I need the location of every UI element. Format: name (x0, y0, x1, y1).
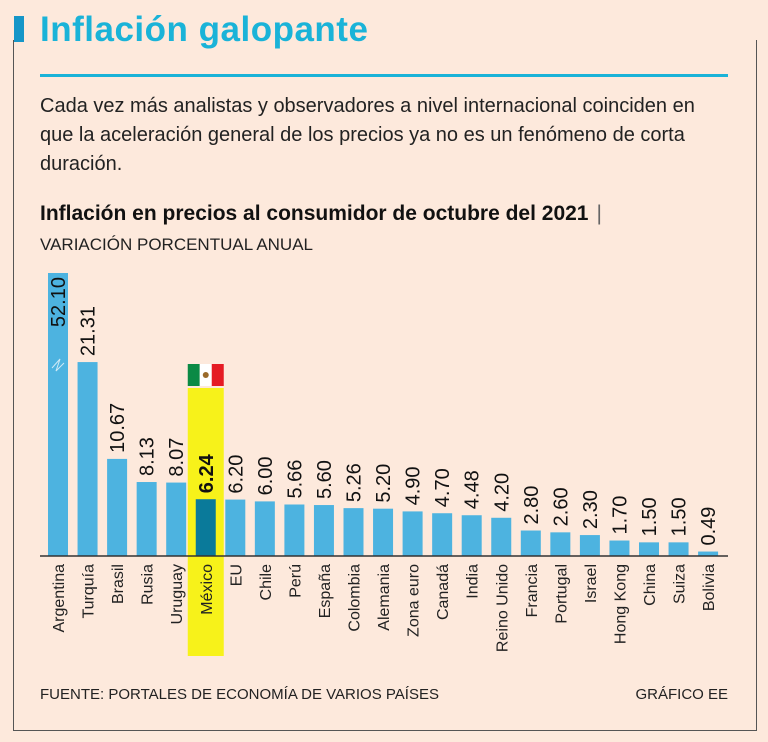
bar-Chile (254, 501, 275, 556)
value-label: 0.49 (698, 507, 720, 546)
category-label: Colombia (347, 564, 364, 632)
bar-Francia (520, 530, 541, 556)
category-label: Francia (524, 564, 541, 617)
bar-Suiza (668, 542, 689, 556)
bar-Colombia (343, 508, 364, 556)
category-label: México (199, 564, 216, 615)
category-label: Rusia (140, 564, 157, 605)
category-label: China (642, 564, 659, 606)
category-label: Chile (258, 564, 275, 601)
category-label: Alemania (376, 564, 393, 631)
category-label: Reino Unido (494, 564, 511, 652)
value-label: 2.80 (521, 486, 543, 525)
bar-Alemania (373, 508, 394, 556)
category-label: Canadá (435, 564, 452, 620)
category-label: España (317, 564, 334, 618)
chart-title: Inflación en precios al consumidor de oc… (40, 202, 602, 225)
bar-España (313, 505, 334, 556)
category-label: Israel (583, 564, 600, 603)
source-note: FUENTE: PORTALES DE ECONOMÍA DE VARIOS P… (40, 686, 439, 703)
bar-Argentina (48, 273, 68, 556)
bar-México (195, 499, 216, 556)
value-label: 6.24 (196, 453, 218, 493)
flag-red (211, 364, 224, 386)
credit-note: GRÁFICO EE (635, 686, 728, 703)
chart-title-text: Inflación en precios al consumidor de oc… (40, 202, 589, 225)
bar-Canadá (432, 513, 453, 556)
value-label: 8.07 (166, 438, 188, 477)
category-label: Suiza (672, 564, 689, 604)
bar-Israel (579, 535, 600, 556)
bar-Hong Kong (609, 540, 630, 556)
category-label: Hong Kong (612, 564, 629, 644)
bar-Bolivia (698, 551, 719, 556)
bar-India (461, 515, 482, 556)
bar-Reino Unido (491, 517, 512, 556)
bar-China (639, 542, 659, 556)
value-label: 2.60 (550, 487, 572, 526)
category-label: Turquía (81, 564, 98, 619)
category-label: Uruguay (169, 564, 186, 624)
category-label: EU (228, 564, 245, 586)
title-accent (14, 16, 24, 42)
category-label: Perú (287, 564, 304, 598)
bar-Brasil (107, 458, 128, 556)
bar-Turquía (77, 362, 98, 556)
category-label: India (465, 564, 482, 599)
intro-text: Cada vez más analistas y observadores a … (40, 95, 695, 175)
value-label: 4.20 (491, 473, 513, 512)
value-label: 4.90 (403, 466, 425, 505)
bar-Rusia (136, 482, 157, 556)
value-label: 10.67 (107, 403, 129, 453)
value-label: 6.00 (255, 456, 277, 495)
bar-Perú (284, 504, 305, 556)
axis-break-icon (51, 358, 65, 372)
value-label: 52.10 (48, 277, 70, 327)
bar-Uruguay (166, 482, 187, 556)
chart-subtitle: VARIACIÓN PORCENTUAL ANUAL (40, 235, 314, 254)
value-label: 5.60 (314, 460, 336, 499)
value-label: 1.50 (669, 497, 691, 536)
flag-emblem-icon (202, 372, 209, 378)
value-label: 4.48 (462, 470, 484, 509)
value-label: 2.30 (580, 490, 602, 529)
bar-Portugal (550, 532, 571, 556)
value-label: 5.66 (284, 460, 306, 499)
category-label: Zona euro (406, 564, 423, 637)
value-label: 4.70 (432, 468, 454, 507)
bar-EU (225, 499, 246, 556)
value-label: 6.20 (225, 455, 247, 494)
category-label: Bolivia (701, 564, 718, 611)
value-label: 5.26 (344, 463, 366, 502)
frame (13, 40, 757, 731)
category-label: Argentina (51, 564, 68, 633)
category-label: Portugal (553, 564, 570, 624)
page-title: Inflación galopante (40, 10, 369, 49)
value-label: 1.50 (639, 497, 661, 536)
value-label: 1.70 (609, 496, 631, 535)
value-label: 21.31 (78, 306, 100, 356)
category-label: Brasil (110, 564, 127, 604)
title-rule (40, 74, 728, 77)
value-label: 5.20 (373, 464, 395, 503)
value-label: 8.13 (137, 437, 159, 476)
flag-green (187, 364, 200, 386)
bar-Zona euro (402, 511, 423, 556)
